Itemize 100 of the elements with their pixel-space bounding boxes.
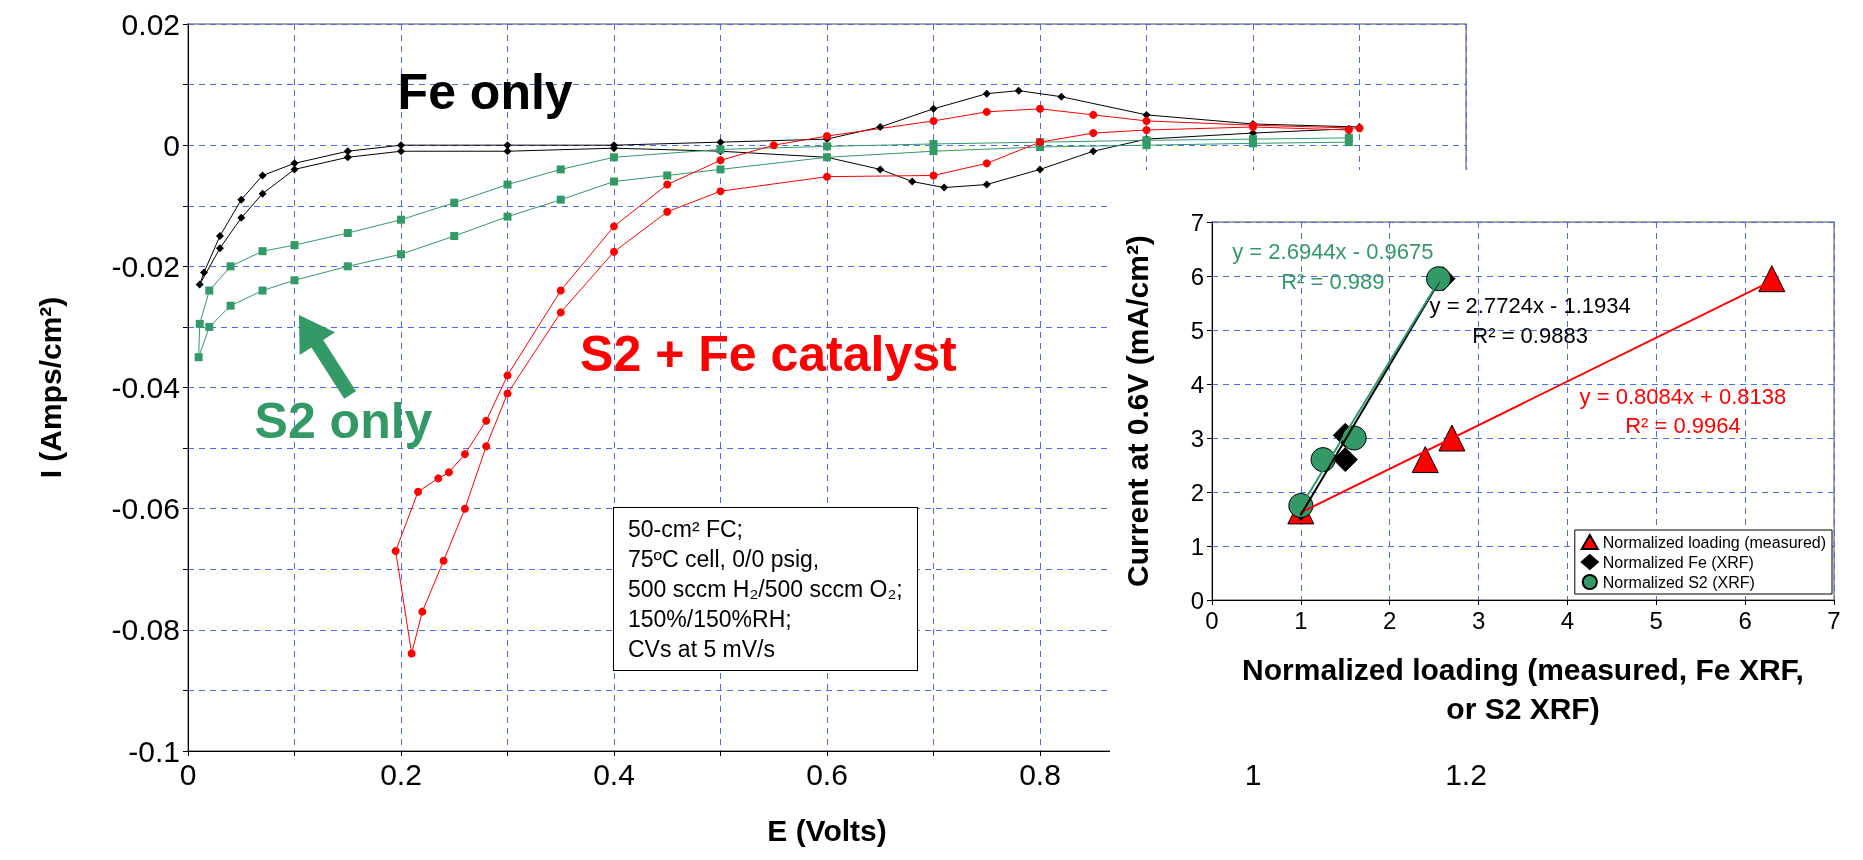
point xyxy=(397,141,405,150)
point xyxy=(215,244,224,253)
point xyxy=(1438,424,1466,452)
point xyxy=(290,165,299,174)
point xyxy=(1332,447,1358,473)
point xyxy=(823,142,831,151)
y-tick-label: 0 xyxy=(163,128,180,162)
point xyxy=(1426,266,1452,292)
point xyxy=(982,107,991,116)
point xyxy=(343,262,352,271)
point xyxy=(397,147,405,156)
point xyxy=(258,171,267,180)
point xyxy=(226,262,235,271)
point xyxy=(610,222,618,231)
y-axis-title: Current at 0.6V (mA/cm²) xyxy=(1121,235,1154,587)
point xyxy=(290,159,299,168)
point xyxy=(444,468,453,477)
point xyxy=(194,353,203,362)
x-tick-label: 0.4 xyxy=(593,757,635,791)
point xyxy=(1758,265,1786,293)
point xyxy=(199,268,208,277)
point xyxy=(237,213,246,222)
point xyxy=(482,442,491,451)
x-tick-label: 6 xyxy=(1738,606,1752,634)
series-label: y = 2.7724x - 1.1934 R² = 0.9883 xyxy=(1429,292,1631,348)
point xyxy=(940,183,949,192)
y-tick-label: -0.08 xyxy=(111,613,180,647)
point xyxy=(343,153,352,162)
point xyxy=(290,241,299,250)
y-tick-label: -0.02 xyxy=(111,249,180,283)
point xyxy=(1036,104,1044,113)
y-axis-title: I (Amps/cm²) xyxy=(34,296,67,479)
point xyxy=(556,195,565,204)
point xyxy=(503,147,512,156)
point xyxy=(1142,126,1151,135)
y-tick-label: 7 xyxy=(1190,208,1204,236)
point xyxy=(982,159,991,168)
y-tick-label: 5 xyxy=(1190,316,1204,344)
point xyxy=(1411,446,1439,474)
x-tick-label: 1.2 xyxy=(1445,757,1487,791)
point xyxy=(226,301,235,310)
point xyxy=(258,286,267,295)
point xyxy=(503,371,512,380)
point xyxy=(663,171,672,180)
point xyxy=(1057,92,1066,101)
point xyxy=(215,232,224,241)
y-tick-label: 0 xyxy=(1190,586,1204,614)
point xyxy=(716,138,725,147)
point xyxy=(610,153,618,162)
x-tick-label: 1 xyxy=(1244,757,1262,791)
y-tick-label: 6 xyxy=(1190,262,1204,290)
point xyxy=(908,177,917,186)
point xyxy=(397,250,405,259)
point xyxy=(1142,116,1151,125)
x-tick-label: 5 xyxy=(1649,606,1663,634)
point xyxy=(1036,165,1044,174)
point xyxy=(195,280,204,289)
point xyxy=(556,308,565,317)
point xyxy=(205,322,214,331)
point xyxy=(343,229,352,238)
x-axis-title: Normalized loading (measured, Fe XRF, or S2 XRF) xyxy=(1242,653,1804,725)
point xyxy=(982,89,991,98)
x-tick-label: 0.6 xyxy=(806,757,848,791)
point xyxy=(716,187,725,196)
point xyxy=(1089,147,1098,156)
x-tick-label: 1 xyxy=(1294,606,1308,634)
series-label: y = 2.6944x - 0.9675 R² = 0.989 xyxy=(1232,238,1434,294)
point xyxy=(876,122,885,131)
point xyxy=(556,165,565,174)
x-tick-label: 7 xyxy=(1827,606,1841,634)
point xyxy=(460,450,469,459)
y-tick-label: 4 xyxy=(1190,370,1204,398)
point xyxy=(716,165,725,174)
legend-label: Normalized S2 (XRF) xyxy=(1602,573,1755,591)
point xyxy=(258,247,267,256)
legend-label: S2 only xyxy=(254,392,433,449)
series-label: Fe only xyxy=(397,63,573,120)
point xyxy=(1089,129,1098,138)
y-tick-label: 1 xyxy=(1190,532,1204,560)
legend-label: Normalized Fe (XRF) xyxy=(1602,553,1754,571)
point xyxy=(716,156,725,165)
point xyxy=(418,607,427,616)
point xyxy=(450,232,459,241)
y-tick-label: -0.06 xyxy=(111,492,180,526)
point xyxy=(460,504,469,513)
x-tick-label: 3 xyxy=(1471,606,1486,634)
x-tick-label: 4 xyxy=(1560,606,1575,634)
x-tick-label: 2 xyxy=(1383,606,1397,634)
point xyxy=(929,104,938,113)
point xyxy=(503,180,512,189)
point xyxy=(663,180,672,189)
point xyxy=(929,139,938,148)
y-tick-label: 2 xyxy=(1190,478,1204,506)
point xyxy=(434,474,443,483)
y-tick-label: 0.02 xyxy=(121,7,180,41)
point xyxy=(414,487,423,496)
point xyxy=(929,171,938,180)
point xyxy=(610,247,618,256)
series-label: S2 + Fe catalyst xyxy=(580,326,958,383)
point xyxy=(482,416,491,425)
